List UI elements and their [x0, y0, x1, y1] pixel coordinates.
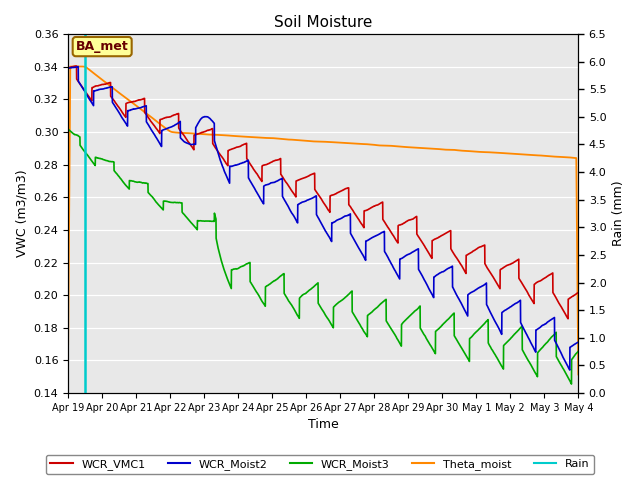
Y-axis label: Rain (mm): Rain (mm)	[612, 181, 625, 246]
Legend: WCR_VMC1, WCR_Moist2, WCR_Moist3, Theta_moist, Rain: WCR_VMC1, WCR_Moist2, WCR_Moist3, Theta_…	[46, 455, 594, 474]
X-axis label: Time: Time	[308, 419, 339, 432]
Text: BA_met: BA_met	[76, 40, 129, 53]
Y-axis label: VWC (m3/m3): VWC (m3/m3)	[15, 170, 28, 257]
Title: Soil Moisture: Soil Moisture	[274, 15, 372, 30]
